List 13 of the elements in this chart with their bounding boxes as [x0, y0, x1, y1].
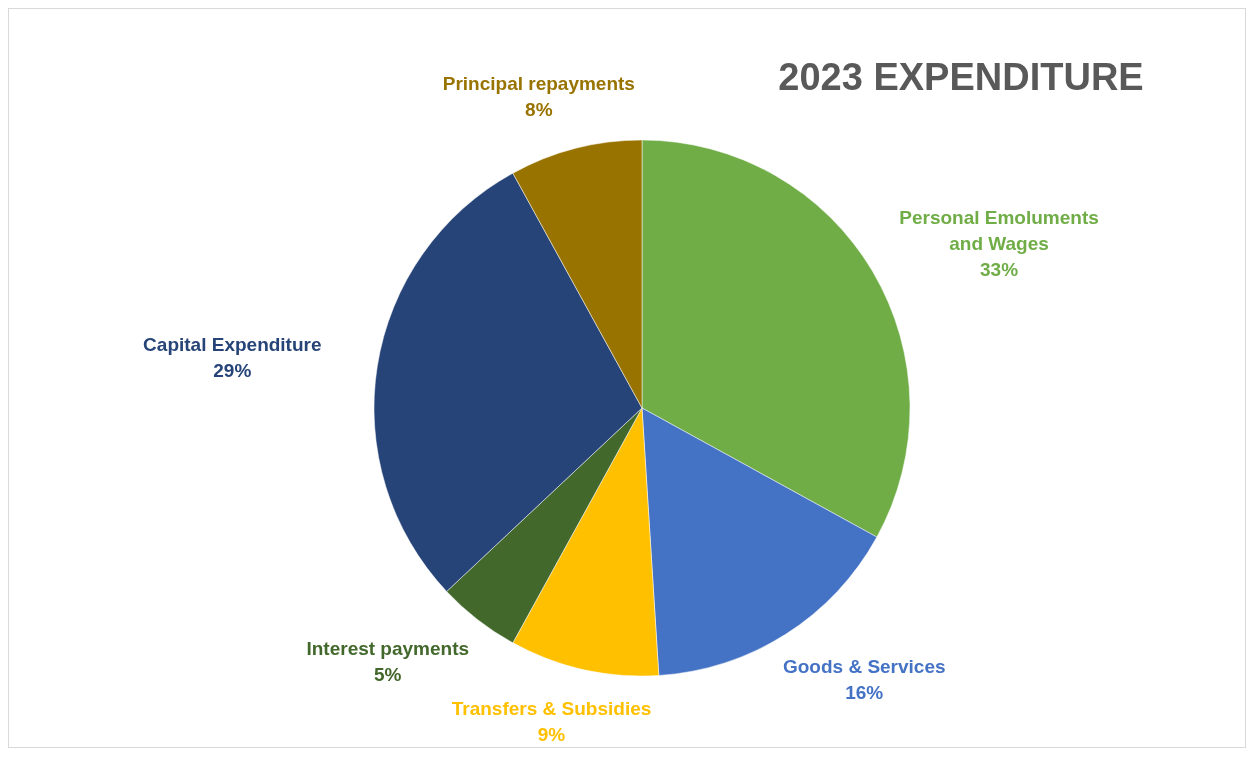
slice-label: Capital Expenditure — [143, 333, 322, 355]
data-label: 5% — [374, 664, 402, 686]
chart-title: 2023 EXPENDITURE — [778, 56, 1144, 98]
slice-label: Interest payments — [306, 638, 470, 660]
slice-label: Transfers & Subsidies — [451, 697, 652, 719]
data-label: 16% — [845, 681, 884, 703]
slice-label: Personal Emoluments and Wages — [899, 207, 1099, 255]
data-label: 8% — [525, 98, 553, 120]
slice-label: Goods & Services — [782, 655, 946, 677]
data-label: 9% — [537, 723, 566, 745]
slice-label: Principal repayments — [442, 72, 635, 94]
data-label: 33% — [980, 259, 1019, 281]
data-label: 29% — [213, 359, 252, 381]
